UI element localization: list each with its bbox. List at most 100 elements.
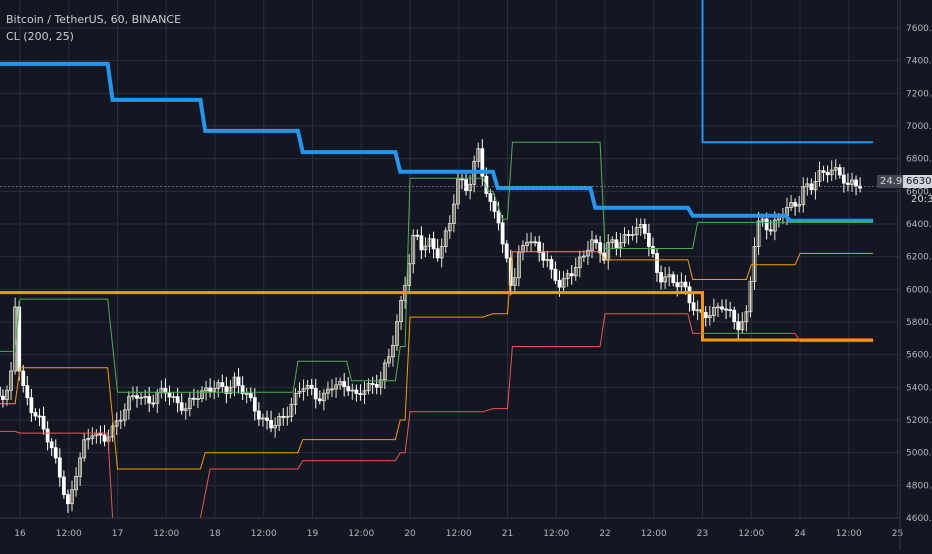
indicator-line-7 xyxy=(200,314,873,518)
candle-body xyxy=(359,394,362,395)
candle-body xyxy=(314,388,317,399)
candle-body xyxy=(733,310,736,322)
candle-body xyxy=(684,282,687,287)
candle-body xyxy=(489,194,492,202)
candle-body xyxy=(30,398,33,413)
bar-countdown: 20:34 xyxy=(908,193,932,206)
candle-body xyxy=(501,223,504,244)
x-tick-label: 18 xyxy=(209,529,221,539)
candle-body xyxy=(318,399,321,401)
y-tick-label: 7000.00 xyxy=(906,122,932,132)
candle-body xyxy=(420,236,423,250)
candle-body xyxy=(66,495,69,504)
y-tick-label: 6800.00 xyxy=(906,155,932,165)
candle-body xyxy=(46,429,49,442)
candle-body xyxy=(270,420,273,427)
candle-body xyxy=(505,244,508,258)
candle-body xyxy=(542,252,545,260)
candle-body xyxy=(822,171,825,173)
y-tick-label: 6200.00 xyxy=(906,253,932,263)
candle-body xyxy=(310,385,313,388)
indicator-line-5 xyxy=(0,252,873,469)
candle-body xyxy=(692,303,695,311)
x-tick-label: 24 xyxy=(794,529,806,539)
candle-body xyxy=(615,240,618,248)
candle-body xyxy=(266,418,269,420)
candle-body xyxy=(50,442,53,448)
last-price-label: 6630.83 xyxy=(903,175,932,188)
candle-body xyxy=(54,448,57,458)
candle-body xyxy=(826,172,829,174)
x-tick-label: 23 xyxy=(697,529,708,539)
candle-body xyxy=(810,184,813,190)
candle-body xyxy=(838,168,841,175)
candle-body xyxy=(554,269,557,280)
candle-body xyxy=(347,387,350,391)
y-tick-label: 7400.00 xyxy=(906,57,932,67)
candle-body xyxy=(493,201,496,211)
candle-body xyxy=(737,322,740,330)
y-tick-label: 5000.00 xyxy=(906,449,932,459)
candle-body xyxy=(221,383,224,387)
candle-body xyxy=(22,371,25,386)
x-tick-label: 12:00 xyxy=(56,529,82,539)
y-tick-label: 6400.00 xyxy=(906,220,932,230)
candle-body xyxy=(570,274,573,276)
candle-body xyxy=(209,388,212,391)
candle-body xyxy=(432,239,435,249)
candle-body xyxy=(176,397,179,403)
candle-body xyxy=(846,183,849,184)
candle-body xyxy=(1,396,4,399)
candle-body xyxy=(355,390,358,394)
candle-body xyxy=(343,382,346,387)
candle-body xyxy=(769,230,772,231)
candle-body xyxy=(253,398,256,411)
candle-body xyxy=(647,233,650,246)
x-tick-label: 25 xyxy=(892,529,903,539)
candle-body xyxy=(148,397,151,403)
x-tick-label: 12:00 xyxy=(153,529,179,539)
candle-body xyxy=(249,394,252,398)
candle-body xyxy=(136,396,139,399)
candle-body xyxy=(237,377,240,385)
candle-body xyxy=(38,416,41,417)
y-tick-label: 5400.00 xyxy=(906,383,932,393)
candle-body xyxy=(725,309,728,310)
x-tick-label: 21 xyxy=(502,529,513,539)
candle-body xyxy=(550,259,553,269)
candle-body xyxy=(465,180,468,191)
candle-body xyxy=(168,393,171,397)
candle-body xyxy=(656,253,659,272)
y-tick-label: 6000.00 xyxy=(906,285,932,295)
indicator-legend[interactable]: CL (200, 25) xyxy=(6,30,74,43)
y-tick-label: 5800.00 xyxy=(906,318,932,328)
candle-body xyxy=(62,477,65,495)
candle-body xyxy=(765,219,768,230)
candle-body xyxy=(538,242,541,252)
x-tick-label: 12:00 xyxy=(836,529,862,539)
indicator-lines xyxy=(0,0,900,518)
candle-body xyxy=(729,310,732,311)
symbol-title[interactable]: Bitcoin / TetherUS, 60, BINANCE xyxy=(6,13,181,26)
candle-body xyxy=(192,398,195,399)
x-tick-label: 12:00 xyxy=(348,529,374,539)
x-tick-label: 20 xyxy=(404,529,416,539)
y-tick-label: 4800.00 xyxy=(906,481,932,491)
indicator-line-1 xyxy=(703,0,874,142)
x-tick-label: 12:00 xyxy=(738,529,764,539)
candle-body xyxy=(103,435,106,441)
candle-body xyxy=(42,416,45,429)
x-tick-label: 17 xyxy=(112,529,123,539)
candle-body xyxy=(595,240,598,243)
candle-body xyxy=(282,416,285,417)
candle-body xyxy=(688,287,691,303)
candle-body xyxy=(34,413,37,416)
candle-body xyxy=(558,280,561,287)
candle-body xyxy=(436,249,439,258)
candle-body xyxy=(627,235,630,236)
candle-body xyxy=(371,384,374,385)
x-tick-label: 22 xyxy=(599,529,610,539)
candles xyxy=(0,139,862,513)
